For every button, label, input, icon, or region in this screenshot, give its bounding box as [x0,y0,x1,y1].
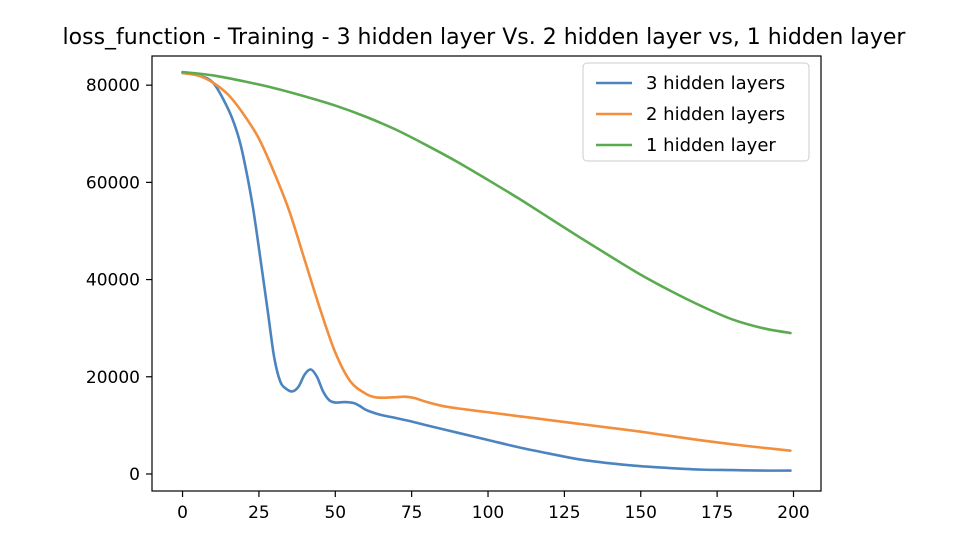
x-tick-label: 50 [324,503,346,523]
series-lines [181,70,792,472]
y-tick-label: 60000 [86,173,140,193]
y-tick-label: 20000 [86,368,140,388]
series-line-1 [181,71,792,472]
x-tick-label: 125 [548,503,580,523]
x-axis: 0 25 50 75 100 125 150 175 200 [177,491,810,523]
legend-label-3: 1 hidden layer [646,135,776,156]
legend-label-1: 3 hidden layers [646,73,785,94]
y-tick-label: 80000 [86,76,140,96]
chart-title: loss_function - Training - 3 hidden laye… [63,25,907,50]
series-line-2 [181,71,792,452]
legend-box [582,62,810,162]
x-tick-label: 200 [777,503,809,523]
y-tick-label: 0 [129,465,140,485]
series-line-3 [181,70,792,335]
y-axis: 0 20000 40000 60000 80000 [86,76,152,485]
y-tick-label: 40000 [86,271,140,291]
x-tick-label: 150 [625,503,657,523]
x-tick-label: 0 [177,503,188,523]
x-tick-label: 100 [472,503,504,523]
x-tick-label: 175 [701,503,733,523]
legend: 3 hidden layers 2 hidden layers 1 hidden l… [582,62,810,162]
legend-label-2: 2 hidden layers [646,104,785,125]
x-tick-label: 75 [401,503,423,523]
x-tick-label: 25 [248,503,270,523]
